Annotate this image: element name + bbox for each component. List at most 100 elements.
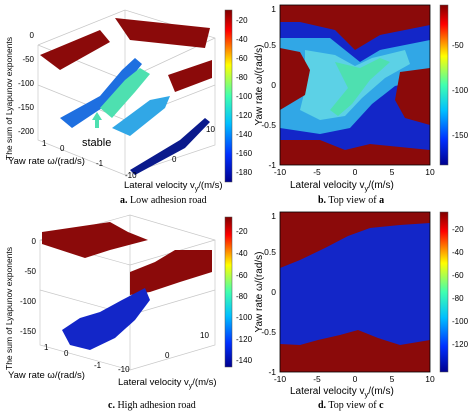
- panel-b-y-tick: 0: [271, 80, 276, 90]
- panel-d-cb-tick: -60: [452, 271, 464, 280]
- panel-d-colorbar-ticks: -20 -40 -60 -80 -100 -120: [452, 225, 469, 349]
- panel-d-y-tick: 0.5: [264, 247, 276, 257]
- panel-a-z-tick: -100: [18, 79, 35, 88]
- panel-d-y-tick: 1: [271, 211, 276, 221]
- panel-c-z-tick: 0: [32, 237, 37, 246]
- panel-a-x-ticks: -1 0 1: [42, 139, 104, 168]
- panel-a-stable-arrow: [92, 112, 102, 128]
- panel-a-y-label: Lateral velocity vy/(m/s): [124, 180, 223, 193]
- panel-d-x-label: Lateral velocity vy/(m/s): [290, 386, 394, 399]
- panel-c-surface-blue: [62, 288, 150, 350]
- panel-d-x-tick: -10: [274, 374, 287, 384]
- panel-d-x-tick: 5: [390, 374, 395, 384]
- panel-a-annotation: stable: [82, 137, 111, 149]
- panel-c-y-tick: 10: [200, 331, 209, 340]
- panel-b-colorbar: [439, 4, 449, 166]
- panel-b-caption: b. Top view of a: [318, 195, 384, 206]
- panel-c-z-tick: -100: [20, 297, 37, 306]
- panel-c-cb-tick: -20: [236, 227, 248, 236]
- panel-c-x-tick: -1: [94, 361, 102, 370]
- panel-c-x-tick: 1: [44, 343, 49, 352]
- panel-c-cb-tick: -60: [236, 271, 248, 280]
- panel-b-y-tick: 1: [271, 4, 276, 14]
- panel-a-z-ticks: 0 -50 -100 -150 -200: [18, 31, 35, 136]
- panel-b-colorbar-ticks: -50 -100 -150: [452, 41, 469, 140]
- panel-a-x-label: Yaw rate ω/(rad/s): [8, 156, 85, 167]
- panel-a-x-tick: 1: [42, 139, 47, 148]
- panel-a-z-label: The sum of Lyapunov exponents: [4, 37, 14, 160]
- panel-c-surface-red-left: [42, 222, 148, 258]
- panel-b-x-ticks: -10 -5 0 5 10: [274, 167, 435, 177]
- panel-a-z-tick: -150: [18, 103, 35, 112]
- panel-c-y-tick: 0: [165, 351, 170, 360]
- panel-c-cb-tick: -40: [236, 249, 248, 258]
- panel-b-cb-tick: -100: [452, 86, 469, 95]
- panel-c-cb-tick: -100: [236, 313, 253, 322]
- panel-b-x-tick: 5: [390, 167, 395, 177]
- panel-b: -10 -5 0 5 10 Lateral velocity vy/(m/s) …: [254, 4, 469, 206]
- panel-a-cb-tick: -160: [236, 149, 253, 158]
- panel-c-x-label: Yaw rate ω/(rad/s): [8, 370, 85, 381]
- panel-c-y-label: Lateral velocity vy/(m/s): [118, 377, 217, 390]
- panel-b-cb-tick: -150: [452, 131, 469, 140]
- panel-b-y-tick: -0.5: [261, 120, 276, 130]
- panel-d-frame: [279, 211, 431, 373]
- panel-a-surface-blue: [60, 58, 142, 128]
- panel-a-y-tick: 10: [206, 125, 215, 134]
- panel-a-z-tick: -200: [18, 127, 35, 136]
- panel-b-band-green: [330, 58, 390, 116]
- panel-d-y-tick: -0.5: [261, 327, 276, 337]
- panel-a-cb-tick: -100: [236, 92, 253, 101]
- panel-a-surface-green: [100, 68, 150, 118]
- panel-a-surface-red-right: [168, 60, 212, 92]
- panel-c-z-tick: -50: [24, 267, 36, 276]
- panel-c-x-ticks: -1 0 1: [44, 343, 102, 370]
- panel-a-cb-tick: -80: [236, 73, 248, 82]
- panel-d-cb-tick: -120: [452, 340, 469, 349]
- panel-a-x-tick: 0: [60, 144, 65, 153]
- panel-b-y-tick: -1: [268, 160, 276, 170]
- panel-c-caption: c. High adhesion road: [108, 400, 196, 411]
- panel-b-x-tick: -10: [274, 167, 287, 177]
- panel-b-x-label: Lateral velocity vy/(m/s): [290, 180, 394, 193]
- panel-d-x-tick: -5: [313, 374, 321, 384]
- panel-a: stable 0 -50 -100 -150 -200 The sum of L…: [4, 9, 253, 206]
- panel-a-z-tick: -50: [22, 55, 34, 64]
- panel-a-cb-tick: -120: [236, 111, 253, 120]
- panel-c-y-tick: -10: [118, 365, 130, 374]
- panel-a-surface-red-top: [115, 18, 210, 48]
- panel-d-y-label: Yaw rate ω/(rad/s): [254, 252, 265, 333]
- panel-a-y-ticks: -10 0 10: [125, 125, 215, 180]
- panel-a-caption: a. Low adhesion road: [120, 195, 207, 206]
- panel-c-surface-red-right: [130, 250, 212, 295]
- panel-c-surfaces: [42, 222, 212, 350]
- panel-b-x-tick: 10: [425, 167, 435, 177]
- panel-d-y-ticks: -1 -0.5 0 0.5 1: [261, 211, 276, 377]
- panel-c-colorbar: [224, 216, 233, 368]
- panel-a-cb-tick: -40: [236, 35, 248, 44]
- panel-a-surface-darkblue: [130, 118, 210, 175]
- panel-a-z-tick: 0: [30, 31, 35, 40]
- panel-d-x-tick: 0: [353, 374, 358, 384]
- panel-a-y-tick: 0: [172, 155, 177, 164]
- panel-d-x-ticks: -10 -5 0 5 10: [274, 374, 435, 384]
- panel-b-red-bottom: [280, 140, 430, 165]
- panel-d-y-tick: -1: [268, 367, 276, 377]
- panel-a-surface-cyan: [112, 96, 170, 136]
- panel-a-cb-tick: -180: [236, 168, 253, 177]
- panel-d-colorbar: [439, 211, 449, 373]
- panel-a-surface-red-left: [40, 30, 110, 70]
- panel-d-cb-tick: -80: [452, 294, 464, 303]
- panel-d-cb-tick: -40: [452, 248, 464, 257]
- panel-c: 0 -50 -100 -150 The sum of Lyapunov expo…: [4, 214, 253, 411]
- panel-b-red-top: [280, 5, 430, 50]
- panel-c-y-ticks: -10 0 10: [118, 331, 209, 374]
- panel-b-x-tick: 0: [353, 167, 358, 177]
- panel-b-x-tick: -5: [313, 167, 321, 177]
- panel-c-colorbar-ticks: -20 -40 -60 -80 -100 -120 -140: [236, 227, 253, 365]
- panel-c-cb-tick: -140: [236, 356, 253, 365]
- panel-b-red-right: [395, 68, 430, 125]
- panel-d-cb-tick: -100: [452, 317, 469, 326]
- panel-b-cb-tick: -50: [452, 41, 464, 50]
